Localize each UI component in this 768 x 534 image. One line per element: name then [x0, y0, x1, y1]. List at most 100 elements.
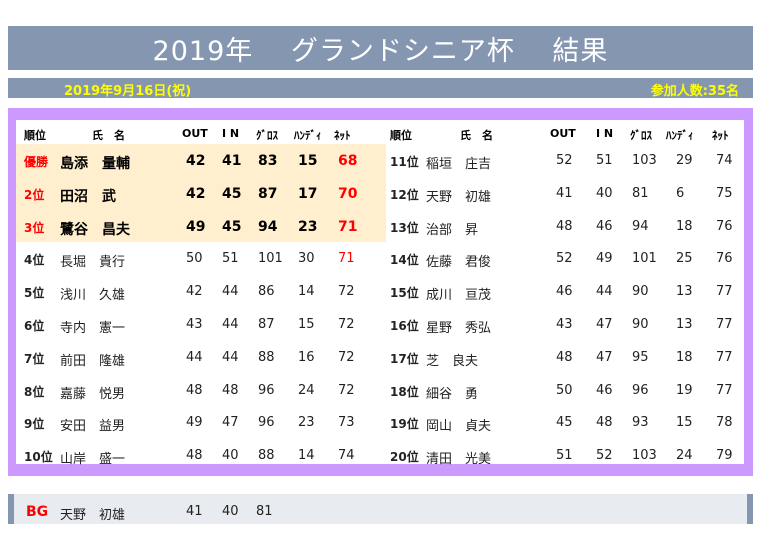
cell-net: 73	[338, 415, 355, 431]
cell-gross: 94	[632, 218, 649, 234]
page-title: 2019年 グランドシニア杯 結果	[152, 35, 609, 67]
event-date: 2019年9月16日(祝)	[64, 84, 192, 99]
title-bar: 2019年 グランドシニア杯 結果	[8, 26, 753, 70]
header-name: 氏 名	[460, 129, 493, 142]
cell-out: 48	[556, 349, 573, 365]
header-gross: ｸﾞﾛｽ	[256, 129, 278, 142]
cell-rank: 13位	[390, 220, 419, 235]
cell-name: 前田 隆雄	[60, 353, 126, 369]
cell-handi: 15	[298, 317, 315, 332]
cell-rank: 11位	[390, 155, 419, 169]
cell-gross: 96	[258, 382, 275, 398]
header-out: OUT	[182, 127, 208, 140]
cell-net: 76	[716, 251, 733, 267]
cell-rank: 12位	[390, 187, 419, 202]
header-gross: ｸﾞﾛｽ	[630, 129, 652, 142]
cell-net: 77	[716, 284, 733, 300]
cell-out: 43	[556, 317, 573, 332]
cell-name: 鷺谷 昌夫	[60, 221, 130, 238]
cell-handi: 30	[298, 251, 315, 267]
cell-in: 48	[596, 415, 613, 431]
cell-in: 45	[222, 218, 242, 235]
cell-in: 44	[222, 349, 239, 365]
cell-gross: 86	[258, 284, 275, 300]
cell-net: 68	[338, 153, 358, 169]
cell-gross: 88	[258, 349, 275, 365]
cell-name: 山岸 盛一	[60, 452, 126, 468]
cell-gross: 81	[632, 185, 649, 201]
bg-bar	[8, 494, 753, 524]
cell-in: 46	[596, 382, 613, 398]
cell-out: 49	[186, 218, 206, 235]
cell-out: 50	[556, 382, 573, 398]
cell-name: 浅川 久雄	[60, 288, 126, 304]
cell-name: 佐藤 君俊	[426, 255, 492, 271]
cell-in: 40	[596, 185, 613, 201]
cell-rank: 5位	[24, 286, 45, 301]
cell-net: 72	[338, 317, 355, 332]
cell-rank: 3位	[24, 220, 45, 235]
cell-rank: 16位	[390, 319, 419, 333]
cell-gross: 95	[632, 349, 649, 365]
cell-name: 治部 昇	[426, 222, 479, 238]
cell-handi: 24	[676, 448, 693, 464]
cell-gross: 88	[258, 448, 275, 464]
cell-name: 岡山 貞夫	[426, 419, 492, 435]
cell-in: 47	[596, 349, 613, 365]
header-handi: ﾊﾝﾃﾞｨ	[666, 129, 694, 142]
cell-rank: 18位	[390, 384, 419, 399]
bg-name: 天野 初雄	[60, 508, 126, 523]
cell-net: 75	[716, 185, 733, 201]
header-rank: 順位	[24, 129, 46, 142]
cell-out: 48	[186, 448, 203, 464]
cell-handi: 15	[676, 415, 693, 431]
header-rank: 順位	[390, 129, 412, 142]
cell-out: 48	[186, 382, 203, 398]
cell-net: 74	[716, 153, 733, 168]
cell-in: 44	[222, 284, 239, 300]
cell-name: 清田 光美	[426, 452, 492, 468]
cell-gross: 103	[632, 448, 657, 464]
cell-gross: 96	[632, 382, 649, 398]
cell-net: 77	[716, 382, 733, 398]
cell-rank: 9位	[24, 417, 45, 432]
cell-name: 島添 量輔	[60, 156, 130, 172]
cell-handi: 23	[298, 415, 315, 431]
bg-label: BG	[26, 504, 49, 520]
header-net: ﾈｯﾄ	[712, 129, 729, 142]
cell-handi: 29	[676, 153, 693, 168]
cell-name: 嘉藤 悦男	[60, 386, 126, 402]
cell-gross: 103	[632, 153, 657, 168]
cell-name: 稲垣 庄吉	[426, 157, 492, 172]
cell-in: 44	[222, 317, 239, 332]
cell-rank: 14位	[390, 253, 419, 268]
cell-in: 48	[222, 382, 239, 398]
cell-in: 45	[222, 185, 242, 202]
participant-count: 参加人数:35名	[650, 84, 739, 99]
bg-gross: 81	[256, 504, 273, 519]
cell-gross: 90	[632, 317, 649, 332]
cell-out: 52	[556, 153, 573, 168]
cell-in: 51	[222, 251, 239, 267]
cell-net: 78	[716, 415, 733, 431]
cell-gross: 83	[258, 153, 278, 169]
cell-in: 44	[596, 284, 613, 300]
cell-out: 52	[556, 251, 573, 267]
cell-handi: 23	[298, 218, 318, 235]
cell-in: 52	[596, 448, 613, 464]
cell-name: 細谷 勇	[426, 386, 479, 402]
cell-handi: 18	[676, 218, 693, 234]
winners-highlight	[16, 144, 386, 242]
cell-out: 42	[186, 284, 203, 300]
info-bar: 2019年9月16日(祝) 参加人数:35名	[8, 78, 753, 99]
cell-gross: 96	[258, 415, 275, 431]
cell-handi: 15	[298, 153, 318, 169]
cell-out: 50	[186, 251, 203, 267]
cell-net: 71	[338, 251, 355, 267]
cell-rank: 4位	[24, 253, 45, 268]
cell-out: 48	[556, 218, 573, 234]
cell-net: 74	[338, 448, 355, 464]
cell-gross: 101	[258, 251, 283, 267]
cell-name: 寺内 憲一	[60, 321, 126, 336]
